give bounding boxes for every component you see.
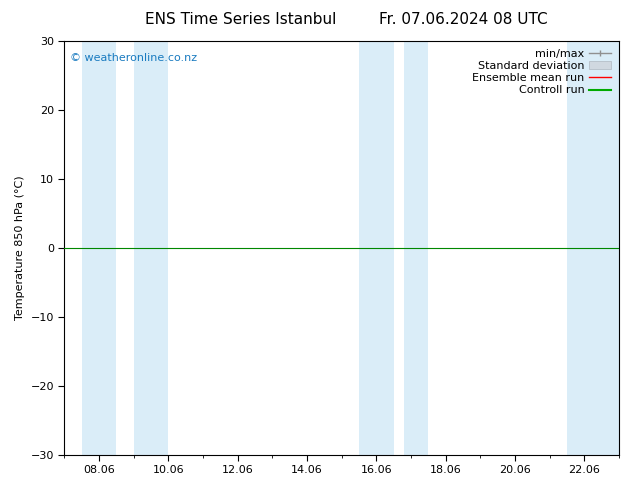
Bar [359, 41, 394, 455]
Y-axis label: Temperature 850 hPa (°C): Temperature 850 hPa (°C) [15, 175, 25, 320]
Bar [567, 41, 619, 455]
Legend: min/max, Standard deviation, Ensemble mean run, Controll run: min/max, Standard deviation, Ensemble me… [470, 47, 614, 98]
Text: ENS Time Series Istanbul: ENS Time Series Istanbul [145, 12, 337, 27]
Text: Fr. 07.06.2024 08 UTC: Fr. 07.06.2024 08 UTC [378, 12, 547, 27]
Bar [82, 41, 117, 455]
Bar [404, 41, 429, 455]
Bar [134, 41, 169, 455]
Text: © weatheronline.co.nz: © weatheronline.co.nz [70, 53, 197, 64]
